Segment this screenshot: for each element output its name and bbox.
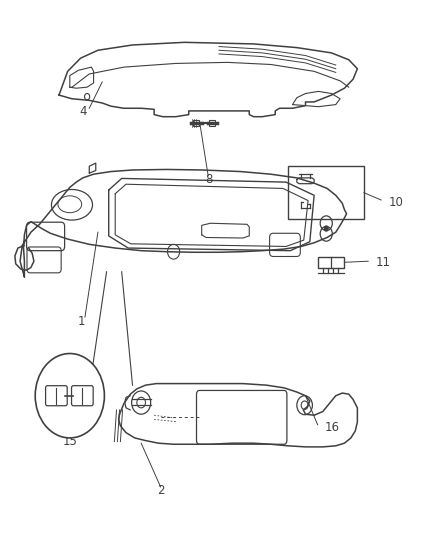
Bar xyxy=(318,257,344,268)
FancyBboxPatch shape xyxy=(71,386,93,406)
Bar xyxy=(194,120,199,126)
Text: 1: 1 xyxy=(78,316,85,328)
Circle shape xyxy=(324,225,329,232)
Text: 8: 8 xyxy=(205,173,213,186)
FancyBboxPatch shape xyxy=(46,386,67,406)
Text: 15: 15 xyxy=(62,435,77,448)
Bar xyxy=(209,120,215,126)
Text: 2: 2 xyxy=(157,484,164,497)
Text: 4: 4 xyxy=(79,106,87,118)
Bar xyxy=(288,166,364,219)
Text: 11: 11 xyxy=(375,256,391,269)
Circle shape xyxy=(132,391,151,414)
Circle shape xyxy=(297,395,312,415)
Text: 16: 16 xyxy=(325,421,340,434)
Text: 10: 10 xyxy=(389,196,404,208)
Circle shape xyxy=(35,353,104,438)
